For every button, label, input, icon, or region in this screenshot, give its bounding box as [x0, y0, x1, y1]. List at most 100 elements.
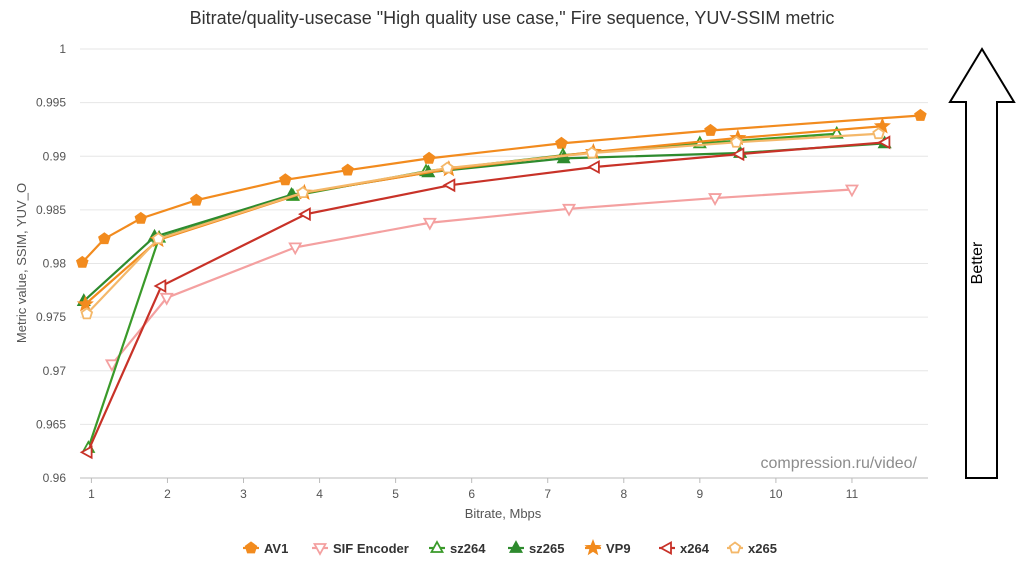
- legend-label: sz264: [450, 541, 486, 556]
- data-point-av1: [75, 255, 89, 268]
- y-tick-label: 0.99: [43, 149, 67, 163]
- data-point-sif-encoder: [159, 292, 174, 306]
- y-tick-label: 0.98: [43, 257, 67, 271]
- legend-label: sz265: [529, 541, 564, 556]
- watermark-text: compression.ru/video/: [760, 455, 917, 472]
- better-arrow: Better: [948, 47, 1016, 479]
- y-tick-labels: 0.96 0.965 0.97 0.975 0.98 0.985 0.99 0.995 1: [36, 42, 66, 485]
- y-tick-label: 0.995: [36, 96, 66, 110]
- y-tick-label: 0.965: [36, 417, 66, 431]
- data-point-sif-encoder: [844, 184, 859, 198]
- x-tick-label: 7: [544, 487, 551, 501]
- x-tick-label: 6: [468, 487, 475, 501]
- x-axis-label: Bitrate, Mbps: [465, 506, 542, 521]
- data-point-av1: [98, 232, 111, 245]
- data-point-sif-encoder: [422, 217, 437, 231]
- chart-title: Bitrate/quality-usecase "High quality us…: [190, 8, 835, 28]
- data-point-av1: [190, 193, 203, 206]
- data-point-sif-encoder: [562, 203, 577, 217]
- data-point-av1: [279, 173, 292, 186]
- series-sif-encoder: [104, 184, 859, 373]
- x-tick-label: 5: [392, 487, 399, 501]
- legend-item-av1[interactable]: AV1: [243, 541, 288, 556]
- legend-label: x264: [680, 541, 710, 556]
- data-point-x264: [79, 445, 93, 460]
- series-line-sz265: [83, 142, 885, 302]
- x-tick-label: 11: [846, 487, 859, 501]
- data-point-x264: [877, 135, 891, 150]
- series-sz264: [81, 125, 844, 453]
- x-tick-labels: 1 2 3 4 5 6 7 8 9 10 11: [88, 487, 858, 501]
- legend-marker-x265: [728, 541, 742, 554]
- legend-label: AV1: [264, 541, 288, 556]
- x-tick-label: 4: [316, 487, 323, 501]
- grid: [80, 48, 928, 483]
- series-x265: [80, 127, 885, 320]
- data-point-x264: [442, 178, 456, 193]
- better-label: Better: [969, 241, 986, 284]
- series-line-av1: [81, 114, 921, 264]
- legend-item-x265[interactable]: x265: [727, 541, 777, 556]
- data-point-av1: [134, 211, 148, 224]
- legend-item-sz265[interactable]: sz265: [508, 540, 564, 556]
- y-tick-label: 0.96: [43, 471, 67, 485]
- data-point-x264: [731, 147, 745, 162]
- x-tick-label: 1: [88, 487, 95, 501]
- data-point-x265: [80, 307, 94, 320]
- x-tick-label: 3: [240, 487, 247, 501]
- legend-marker-sz265: [508, 540, 524, 553]
- data-point-sif-encoder: [104, 359, 119, 373]
- data-point-x264: [153, 278, 167, 294]
- legend-marker-vp9: [584, 539, 602, 556]
- x-tick-label: 2: [164, 487, 171, 501]
- legend-marker-sz264: [429, 540, 445, 553]
- data-point-x265: [441, 161, 454, 174]
- legend-marker-sif-encoder: [312, 543, 328, 556]
- legend-item-sz264[interactable]: sz264: [429, 540, 486, 556]
- series-vp9: [76, 117, 891, 312]
- data-point-sif-encoder: [288, 242, 303, 256]
- x-tick-label: 9: [696, 487, 703, 501]
- data-point-x264: [298, 207, 311, 222]
- series-line-x264: [86, 141, 886, 453]
- data-point-vp9: [873, 117, 891, 134]
- data-point-av1: [914, 108, 927, 121]
- data-point-x265: [872, 127, 885, 140]
- legend-label: x265: [748, 541, 777, 556]
- data-point-av1: [555, 136, 568, 149]
- series-x264: [79, 135, 891, 460]
- series-sz265: [76, 135, 892, 306]
- data-point-vp9: [76, 295, 94, 312]
- legend-item-sif-encoder[interactable]: SIF Encoder: [312, 541, 409, 556]
- legend-marker-av1: [244, 541, 258, 554]
- data-point-sif-encoder: [708, 193, 723, 206]
- data-point-sz265: [556, 150, 571, 164]
- x-tick-label: 10: [769, 487, 783, 501]
- data-point-x265: [152, 232, 165, 245]
- data-point-x265: [730, 135, 743, 148]
- y-axis-label: Metric value, SSIM, YUV_O: [14, 183, 29, 343]
- better-arrow-icon: [948, 47, 1016, 479]
- legend-label: SIF Encoder: [333, 541, 409, 556]
- data-point-x264: [587, 159, 600, 175]
- data-point-x265: [296, 186, 310, 199]
- y-tick-label: 0.985: [36, 203, 66, 217]
- legend-item-x264[interactable]: x264: [659, 540, 710, 556]
- series-av1: [75, 108, 927, 268]
- y-tick-label: 0.975: [36, 310, 66, 324]
- data-point-x265: [585, 146, 599, 159]
- series-layer: [75, 108, 927, 460]
- data-point-av1: [422, 151, 436, 164]
- series-line-sz264: [87, 132, 837, 449]
- y-tick-label: 0.97: [43, 364, 67, 378]
- series-line-x265: [86, 132, 879, 315]
- x-tick-label: 8: [620, 487, 627, 501]
- data-point-av1: [341, 163, 354, 176]
- y-tick-label: 1: [59, 42, 66, 56]
- data-point-av1: [704, 123, 717, 136]
- legend: AV1 SIF Encoder sz264 sz265 VP9 x264 x265: [243, 539, 777, 556]
- legend-label: VP9: [606, 541, 631, 556]
- legend-marker-x264: [659, 540, 672, 556]
- legend-item-vp9[interactable]: VP9: [584, 539, 631, 556]
